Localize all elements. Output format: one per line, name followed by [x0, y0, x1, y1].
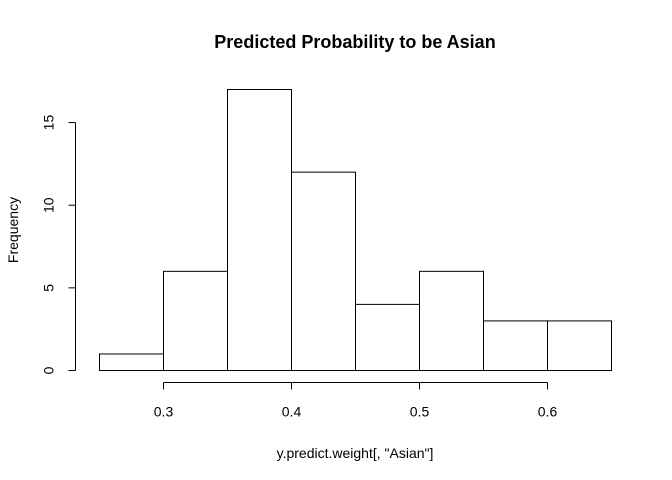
histogram-bar	[99, 353, 164, 371]
histogram-bar	[227, 89, 292, 371]
y-tick-label: 5	[41, 284, 57, 292]
y-axis: 0 5 10 15	[41, 115, 76, 374]
x-tick-label: 0.3	[154, 404, 174, 420]
x-tick-label: 0.6	[538, 404, 558, 420]
histogram-bar	[483, 320, 548, 372]
histogram-bar	[419, 270, 484, 371]
y-tick-label: 15	[41, 115, 57, 131]
chart-title: Predicted Probability to be Asian	[214, 32, 495, 52]
x-tick-label: 0.4	[282, 404, 302, 420]
histogram-bar	[163, 270, 228, 371]
histogram-bar	[355, 303, 420, 371]
histogram-bar	[291, 171, 356, 371]
y-tick-label: 0	[41, 366, 57, 374]
histogram-bar	[547, 320, 612, 372]
x-tick-label: 0.5	[410, 404, 430, 420]
y-tick-label: 10	[41, 197, 57, 213]
x-axis-label: y.predict.weight[, "Asian"]	[277, 445, 434, 461]
x-axis: 0.3 0.4 0.5 0.6	[154, 382, 558, 420]
histogram-bars	[99, 89, 612, 372]
y-axis-label: Frequency	[5, 197, 21, 263]
